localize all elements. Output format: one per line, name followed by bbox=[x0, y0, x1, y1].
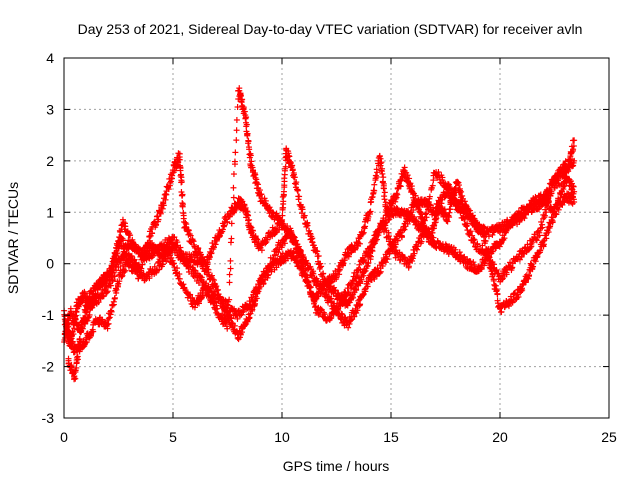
data-point bbox=[209, 276, 216, 283]
data-point bbox=[109, 276, 116, 283]
data-point bbox=[411, 214, 418, 221]
chart-title: Day 253 of 2021, Sidereal Day-to-day VTE… bbox=[78, 21, 583, 37]
data-point bbox=[208, 272, 215, 279]
data-point bbox=[365, 259, 372, 266]
data-point bbox=[362, 267, 369, 274]
data-point bbox=[346, 299, 353, 306]
data-point bbox=[76, 301, 83, 308]
data-point bbox=[61, 313, 68, 320]
data-point bbox=[246, 314, 253, 321]
data-point bbox=[332, 287, 339, 294]
data-point bbox=[205, 266, 212, 273]
data-point bbox=[213, 283, 220, 290]
data-point bbox=[249, 306, 256, 313]
data-point bbox=[350, 294, 357, 301]
data-point bbox=[364, 262, 371, 269]
data-point bbox=[353, 286, 360, 293]
data-point bbox=[452, 246, 459, 253]
data-point bbox=[104, 288, 111, 295]
data-point bbox=[115, 264, 122, 271]
data-point bbox=[169, 246, 176, 253]
data-point bbox=[237, 331, 244, 338]
points-layer bbox=[61, 85, 578, 383]
data-point bbox=[107, 282, 114, 289]
data-point bbox=[231, 322, 238, 329]
data-point bbox=[103, 289, 110, 296]
data-point bbox=[100, 293, 107, 300]
data-point bbox=[227, 314, 234, 321]
data-point bbox=[367, 253, 374, 260]
data-point bbox=[360, 272, 367, 279]
